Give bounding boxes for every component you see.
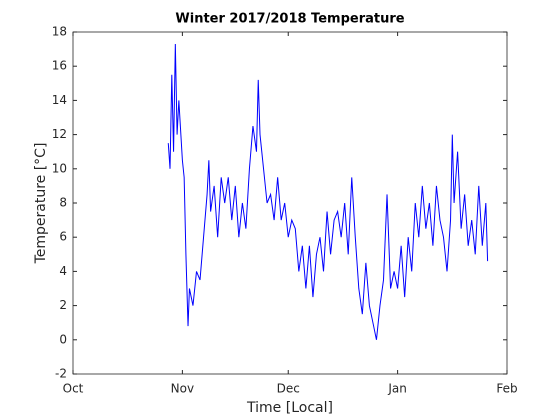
y-tick-label: 12: [52, 127, 67, 141]
y-tick-label: 10: [52, 161, 67, 175]
x-tick-label: Oct: [63, 382, 84, 396]
y-tick-label: 14: [52, 93, 67, 107]
x-tick-label: Feb: [496, 382, 517, 396]
y-tick-label: 0: [59, 332, 67, 346]
axes-box: [72, 31, 508, 375]
y-tick-label: 6: [59, 230, 67, 244]
x-tick-label: Jan: [387, 382, 407, 396]
data-line: [167, 43, 489, 340]
y-tick-label: -2: [55, 367, 67, 381]
x-axis-label: Time [Local]: [246, 400, 333, 416]
y-tick-label: 8: [59, 196, 67, 210]
chart-title: Winter 2017/2018 Temperature: [175, 12, 404, 27]
y-axis-label: Temperature [°C]: [33, 143, 49, 265]
y-tick-label: 16: [52, 59, 67, 73]
y-tick-label: 4: [59, 264, 67, 278]
x-tick-label: Dec: [277, 382, 300, 396]
x-tick-label: Nov: [171, 382, 194, 396]
y-tick-label: 2: [59, 298, 67, 312]
y-tick-label: 18: [52, 25, 67, 39]
